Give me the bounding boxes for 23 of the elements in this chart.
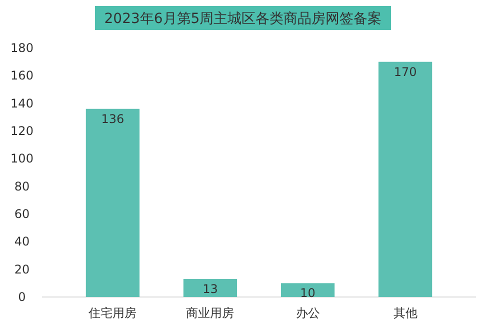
x-tick-label: 商业用房 [186, 306, 234, 320]
y-tick-label: 0 [18, 290, 26, 304]
y-tick-label: 60 [14, 207, 30, 221]
y-tick-label: 140 [10, 96, 34, 110]
x-tick-label: 住宅用房 [88, 306, 137, 320]
y-tick-label: 40 [14, 234, 30, 249]
data-label: 170 [394, 64, 417, 79]
bar [378, 62, 432, 297]
y-tick-label: 160 [10, 68, 34, 83]
y-tick-label: 80 [14, 179, 30, 194]
bar [183, 279, 238, 297]
y-tick-label: 180 [10, 41, 34, 55]
chart-title: 2023年6月第5周主城区各类商品房网签备案 [104, 10, 382, 27]
bar [280, 283, 335, 297]
y-tick-label: 20 [14, 262, 30, 276]
data-label: 10 [300, 286, 316, 300]
data-label: 13 [202, 282, 218, 296]
x-tick-label: 其他 [393, 306, 418, 320]
y-tick-label: 100 [10, 152, 34, 166]
x-tick-label: 办公 [296, 306, 320, 320]
y-tick-label: 120 [10, 124, 34, 138]
bar [86, 108, 140, 297]
data-label: 136 [101, 112, 124, 126]
